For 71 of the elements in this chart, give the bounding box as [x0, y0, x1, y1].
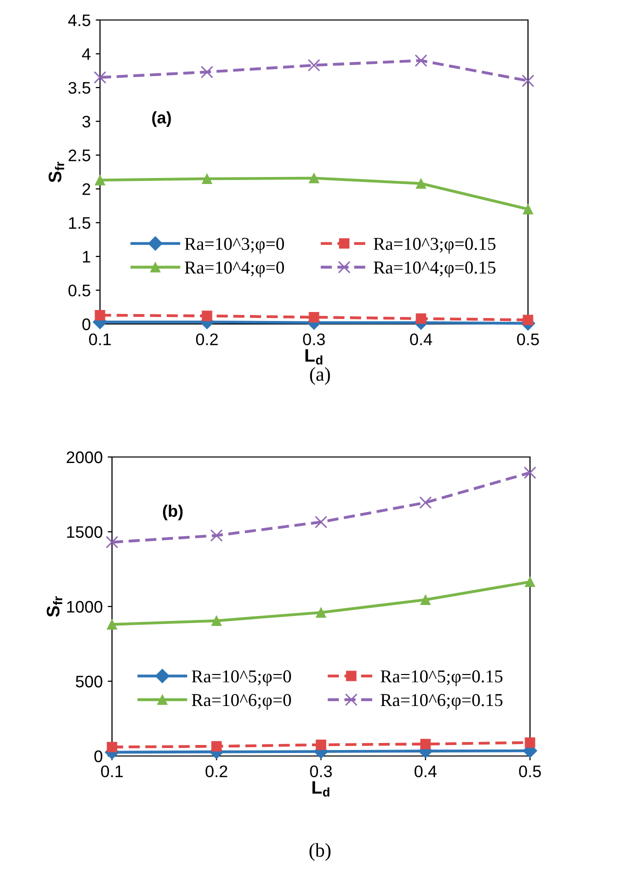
y-tick-label: 500 [76, 676, 102, 688]
legend-label: Ra=10^5;φ=0 [192, 670, 291, 686]
point [308, 59, 320, 72]
y-axis-title: S$_{fr}$ [46, 596, 62, 617]
annotation: (b) [162, 504, 183, 520]
legend-label: Ra=10^4;φ=0.15 [374, 262, 496, 278]
point [211, 741, 222, 752]
point [419, 496, 432, 509]
x-tick-label: 0.4 [410, 333, 432, 346]
x-tick-label: 0.5 [517, 333, 539, 346]
point [416, 313, 426, 324]
y-tick-label: 3.5 [68, 82, 90, 94]
point [522, 74, 534, 88]
point [106, 742, 118, 752]
legend-label: Ra=10^6;φ=0.15 [380, 694, 502, 710]
y-tick-label: 3 [82, 116, 90, 128]
x-axis-title: L$_{d}$ [305, 349, 322, 365]
point [414, 54, 428, 67]
point [524, 737, 536, 748]
point [202, 174, 212, 184]
point [522, 204, 534, 214]
legend-label: Ra=10^4;φ=0 [184, 262, 284, 278]
point [94, 174, 106, 186]
point [202, 310, 212, 322]
point [94, 310, 106, 320]
y-tick-label: 0 [82, 318, 90, 330]
y-tick-label: 4.5 [68, 14, 90, 26]
point [200, 66, 214, 78]
point [308, 312, 320, 322]
x-tick-label: 0.1 [89, 333, 111, 346]
y-tick-label: 4 [82, 48, 90, 60]
y-tick-label: 0 [94, 750, 102, 762]
x-tick-label: 0.1 [101, 765, 123, 778]
annotation: (a) [152, 111, 171, 127]
x-tick-label: 0.2 [206, 765, 228, 778]
y-tick-label: 1 [82, 251, 90, 262]
legend-label: Ra=10^6;φ=0 [192, 694, 291, 710]
point [524, 576, 536, 588]
point [420, 738, 431, 750]
point [106, 619, 118, 630]
y-axis-title: S$_{fr}$ [48, 162, 64, 182]
point [94, 71, 106, 84]
text: (a) [310, 367, 330, 385]
text: (b) [310, 843, 330, 861]
y-tick-label: 2 [82, 183, 90, 195]
x-tick-label: 0.5 [519, 765, 541, 778]
x-axis-title: L$_{d}$ [312, 781, 330, 797]
point [210, 529, 223, 542]
y-tick-label: 2.5 [68, 150, 90, 162]
legend-label: Ra=10^3;φ=0.15 [374, 238, 496, 254]
point [211, 615, 222, 626]
point [524, 466, 536, 479]
point [522, 314, 534, 326]
y-tick-label: 1000 [67, 600, 102, 613]
point [416, 178, 426, 189]
point [316, 607, 326, 618]
legend-label: Ra=10^5;φ=0.15 [380, 670, 502, 686]
x-tick-label: 0.3 [303, 333, 325, 346]
y-tick-label: 1.5 [69, 217, 90, 229]
x-tick-label: 0.4 [414, 765, 437, 778]
legend-label: Ra=10^3;φ=0 [184, 238, 284, 254]
point [316, 740, 326, 750]
point [106, 536, 118, 548]
y-tick-label: 2000 [66, 451, 102, 464]
point [420, 594, 431, 605]
y-tick-label: 0.5 [68, 284, 90, 296]
y-tick-label: 1500 [67, 526, 102, 538]
point [308, 172, 320, 184]
x-tick-label: 0.3 [310, 765, 332, 778]
x-tick-label: 0.2 [196, 333, 218, 346]
point [314, 516, 328, 528]
